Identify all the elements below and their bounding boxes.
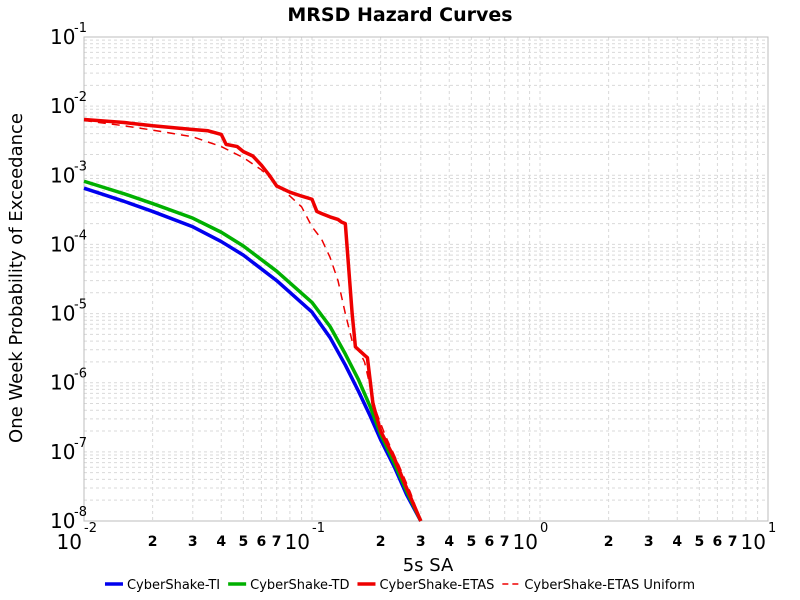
series-line-cybershake-etas xyxy=(83,117,423,522)
x-minor-tick-label: 3 xyxy=(416,534,426,550)
y-axis-ticks: 10-110-210-310-410-510-610-710-8 xyxy=(50,21,87,533)
y-tick-label: 10 xyxy=(50,509,75,533)
x-tick-label: 10 xyxy=(285,530,310,554)
x-tick-label: 10 xyxy=(741,530,766,554)
x-tick-exponent: -2 xyxy=(84,521,97,536)
legend: CyberShake-TI CyberShake-TD CyberShake-ETA… xyxy=(104,578,695,593)
x-axis-title: 5s SA xyxy=(403,555,454,576)
y-tick-label: 10 xyxy=(50,94,75,118)
y-tick-label: 10 xyxy=(50,25,75,49)
y-tick-label: 10 xyxy=(50,371,75,395)
x-tick-exponent: 1 xyxy=(768,521,776,536)
x-minor-tick-label: 7 xyxy=(272,534,282,550)
y-tick-label: 10 xyxy=(50,440,75,464)
legend-label: CyberShake-TD xyxy=(250,578,349,593)
x-tick-label: 10 xyxy=(57,530,82,554)
y-tick-exponent: -8 xyxy=(74,505,87,520)
legend-label: CyberShake-TI xyxy=(127,578,220,593)
x-minor-tick-label: 5 xyxy=(466,534,476,550)
x-minor-tick-label: 3 xyxy=(644,534,654,550)
x-tick-label: 10 xyxy=(513,530,538,554)
y-tick-exponent: -7 xyxy=(74,436,87,451)
x-minor-tick-label: 3 xyxy=(188,534,198,550)
x-minor-tick-label: 5 xyxy=(238,534,248,550)
series-line-cybershake-ti xyxy=(83,186,423,522)
chart-title: MRSD Hazard Curves xyxy=(287,4,512,26)
y-tick-exponent: -1 xyxy=(74,21,87,36)
y-axis-title: One Week Probability of Exceedance xyxy=(6,113,27,443)
legend-label: CyberShake-ETAS Uniform xyxy=(524,578,695,593)
y-tick-exponent: -2 xyxy=(74,90,87,105)
x-minor-tick-label: 4 xyxy=(672,534,682,550)
y-tick-label: 10 xyxy=(50,232,75,256)
y-tick-exponent: -5 xyxy=(74,298,87,313)
x-minor-tick-label: 5 xyxy=(694,534,704,550)
y-tick-exponent: -4 xyxy=(74,228,87,243)
plot-area xyxy=(83,36,769,522)
series-line-cybershake-td xyxy=(83,179,423,522)
x-minor-tick-label: 2 xyxy=(604,534,614,550)
x-minor-tick-label: 4 xyxy=(216,534,226,550)
x-minor-tick-label: 2 xyxy=(376,534,386,550)
x-minor-tick-label: 2 xyxy=(148,534,158,550)
x-tick-exponent: 0 xyxy=(540,521,548,536)
x-minor-tick-label: 7 xyxy=(500,534,510,550)
x-tick-exponent: -1 xyxy=(312,521,325,536)
y-tick-label: 10 xyxy=(50,163,75,187)
legend-label: CyberShake-ETAS xyxy=(379,578,494,593)
grid xyxy=(83,37,768,522)
y-tick-exponent: -3 xyxy=(74,159,87,174)
y-tick-exponent: -6 xyxy=(74,367,87,382)
series-line-cybershake-etas-uniform xyxy=(83,119,422,522)
x-minor-tick-label: 6 xyxy=(257,534,267,550)
series-layer xyxy=(83,117,423,522)
x-minor-tick-label: 7 xyxy=(728,534,738,550)
y-tick-label: 10 xyxy=(50,302,75,326)
x-minor-tick-label: 6 xyxy=(713,534,723,550)
x-minor-tick-label: 4 xyxy=(444,534,454,550)
x-minor-tick-label: 6 xyxy=(485,534,495,550)
